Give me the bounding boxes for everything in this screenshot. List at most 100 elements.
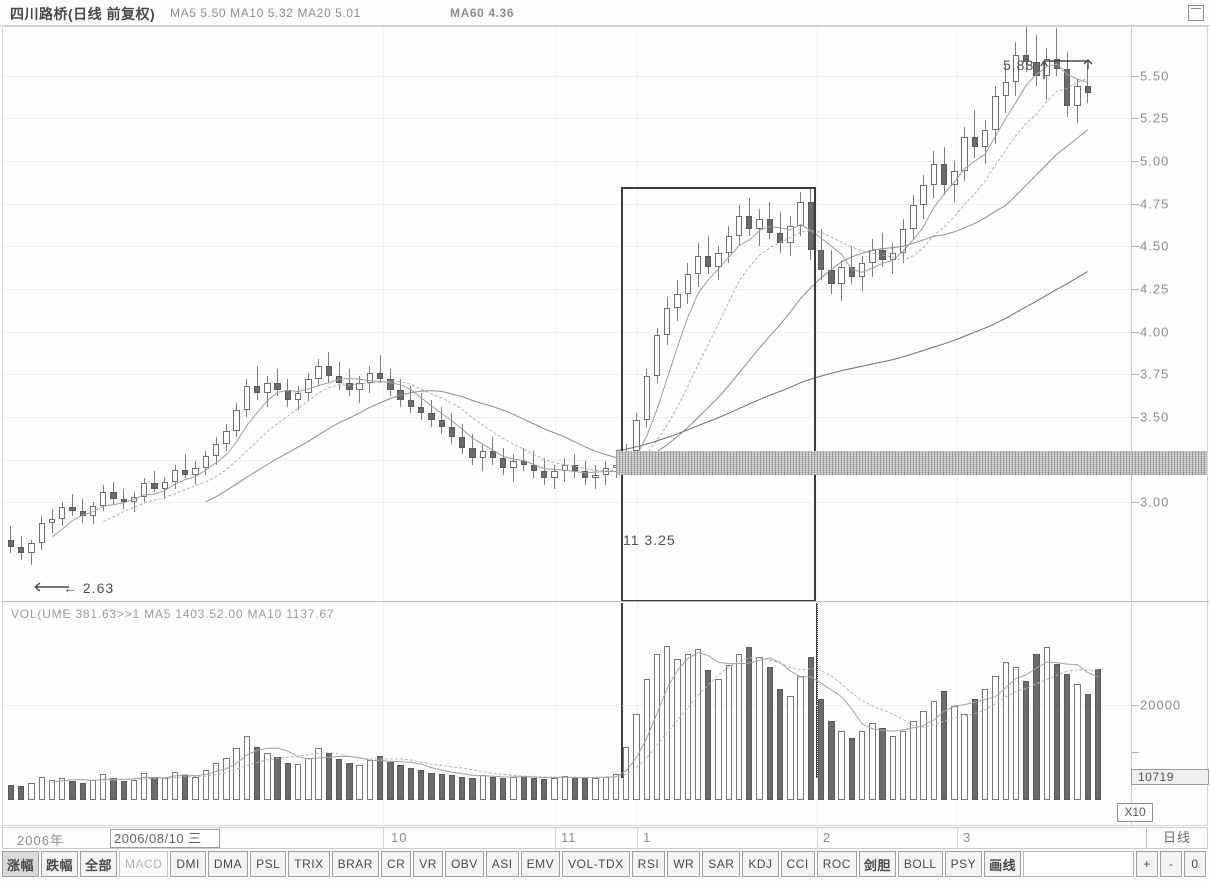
volume-multiplier-label: X10 [1117, 803, 1153, 822]
candlestick [910, 27, 917, 601]
toolbar-command-input[interactable] [1023, 851, 1134, 877]
toolbar-button-brar[interactable]: BRAR [331, 851, 379, 877]
toolbar-button--[interactable]: 全部 [80, 851, 118, 877]
volume-axis-tickmark [1132, 704, 1139, 706]
candlestick [192, 27, 199, 601]
reset-button[interactable]: 0 [1184, 851, 1206, 877]
date-tick-11: 11 [561, 830, 577, 845]
candle-body-up [38, 522, 45, 544]
candlestick [971, 27, 979, 601]
candle-wick [359, 375, 361, 404]
candle-wick [133, 491, 135, 513]
volume-bar-up [305, 758, 312, 800]
candlestick [459, 27, 466, 601]
volume-bar-down [541, 779, 548, 800]
zoom-in-button[interactable]: + [1136, 851, 1158, 877]
toolbar-button-psl[interactable]: PSL [250, 851, 287, 877]
toolbar-button-sar[interactable]: SAR [702, 851, 741, 877]
toolbar-button-dmi[interactable]: DMI [170, 851, 206, 877]
toolbar-button-psy[interactable]: PSY [944, 851, 983, 877]
candle-body-up [130, 497, 138, 503]
price-axis-tick: 4.50 [1140, 238, 1170, 254]
toolbar-button-rsi[interactable]: RSI [631, 851, 666, 877]
toolbar-button-vr[interactable]: VR [413, 851, 443, 877]
toolbar-button-roc[interactable]: ROC [816, 851, 857, 877]
volume-bar-up [100, 774, 107, 800]
volume-bar-down [971, 698, 979, 800]
volume-bar-down [746, 646, 753, 800]
volume-bar-down [530, 777, 538, 800]
candle-body-up [930, 164, 938, 185]
candle-body-up [1074, 85, 1081, 107]
candlestick [469, 27, 476, 601]
period-label[interactable]: 日线 [1146, 828, 1207, 848]
volume-bar-down [346, 762, 353, 800]
date-tick-1: 1 [643, 830, 652, 845]
toolbar-button-trix[interactable]: TRIX [288, 851, 330, 877]
price-plot-area[interactable] [3, 27, 1131, 601]
toolbar-button-boll[interactable]: BOLL [897, 851, 943, 877]
candle-body-down [940, 164, 948, 185]
toolbar-button--[interactable]: 涨幅 [2, 851, 40, 877]
indicator-toolbar[interactable]: 涨幅 跌幅 全部 MACD DMI DMA PSL TRIX BRAR CR VR OBV ASI EMV… [2, 851, 1208, 877]
volume-bar-up [192, 777, 199, 800]
candle-body-up [889, 253, 897, 260]
price-pane[interactable]: 5.505.255.004.754.504.254.003.753.503.25… [3, 27, 1209, 602]
toolbar-button-obv[interactable]: OBV [444, 851, 484, 877]
candlestick [1012, 27, 1020, 601]
candlestick [376, 27, 384, 601]
price-axis-tick: 5.25 [1140, 110, 1170, 126]
candle-body-up [223, 430, 230, 445]
candle-body-down [541, 471, 548, 479]
candle-wick [974, 109, 976, 158]
toolbar-button-vol-tdx[interactable]: VOL-TDX [562, 851, 630, 877]
volume-bar-up [202, 770, 209, 800]
candle-body-up [961, 137, 968, 172]
chart-header: 四川路桥(日线 前复权) MA5 5.50 MA10 5.32 MA20 5.0… [0, 0, 1210, 26]
candlestick [253, 27, 261, 601]
volume-axis-tick: 20000 [1140, 697, 1182, 713]
candle-body-up [305, 379, 312, 393]
candlestick [141, 27, 148, 601]
date-axis-bar[interactable]: 2006年 2006/08/10 三 10 11 1 2 3 日线 [2, 827, 1208, 850]
candle-body-down [571, 464, 579, 472]
price-axis-tick: 4.25 [1140, 281, 1170, 297]
toolbar-button--[interactable]: 跌幅 [41, 851, 79, 877]
volume-bar-up [479, 775, 486, 800]
price-axis-tickmark [1132, 75, 1139, 77]
volume-pane[interactable]: VOL(UME 381.63>>1 MA5 1403.52.00 MA10 11… [3, 603, 1209, 826]
toolbar-button-dma[interactable]: DMA [207, 851, 249, 877]
date-input[interactable]: 2006/08/10 三 [110, 829, 220, 848]
toolbar-button-kdj[interactable]: KDJ [742, 851, 779, 877]
volume-bar-down [376, 755, 384, 800]
support-band-overlay [616, 450, 1207, 475]
volume-bar-down [428, 772, 435, 800]
toolbar-button-cci[interactable]: CCI [780, 851, 815, 877]
price-axis-tickmark [1132, 160, 1139, 162]
candle-body-up [920, 184, 927, 206]
toolbar-button-wr[interactable]: WR [667, 851, 701, 877]
candlestick [530, 27, 538, 601]
candle-wick [512, 454, 514, 482]
toolbar-button-asi[interactable]: ASI [485, 851, 519, 877]
selection-rectangle[interactable] [621, 186, 816, 601]
volume-bar-up [838, 730, 845, 800]
candle-body-down [284, 389, 292, 400]
toolbar-button--[interactable]: 剑胆 [858, 851, 896, 877]
toolbar-button-macd[interactable]: MACD [119, 851, 169, 877]
window-restore-icon[interactable] [1188, 5, 1204, 21]
toolbar-button-cr[interactable]: CR [380, 851, 412, 877]
candlestick [869, 27, 876, 601]
volume-plot-area[interactable] [3, 603, 1131, 826]
candlestick [500, 27, 507, 601]
zoom-out-button[interactable]: - [1160, 851, 1182, 877]
candle-body-up [510, 461, 517, 469]
volume-bar-up [315, 748, 322, 800]
candle-body-up [243, 386, 251, 411]
toolbar-button-emv[interactable]: EMV [520, 851, 561, 877]
volume-bar-down [438, 774, 445, 800]
volume-bar-down [1094, 669, 1102, 800]
toolbar-button--[interactable]: 画线 [984, 851, 1022, 877]
volume-bar-up [294, 764, 302, 800]
price-axis-tick: 4.00 [1140, 324, 1170, 340]
